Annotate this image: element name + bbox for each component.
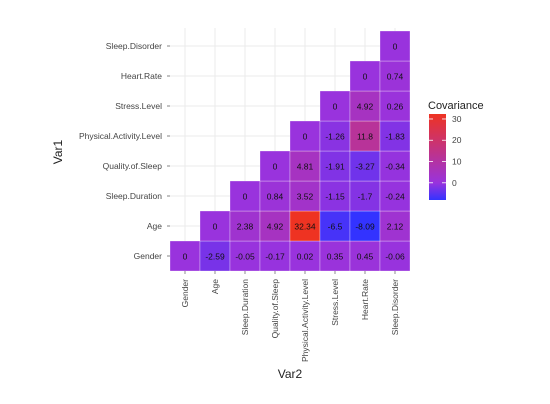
y-tick-label: Sleep.Duration (106, 191, 163, 201)
cell-value-label: -1.91 (325, 162, 345, 172)
legend-tick-label: 20 (452, 135, 462, 145)
x-tick-label: Physical.Activity.Level (300, 279, 310, 362)
heatmap-cell (259, 210, 291, 242)
cell-value-label: -1.7 (358, 192, 373, 202)
cell-value-label: -8.09 (355, 222, 375, 232)
heatmap-cell (319, 210, 351, 242)
x-tick-label: Stress.Level (330, 279, 340, 326)
heatmap-cell (379, 180, 411, 212)
cell-value-label: 0 (363, 72, 368, 82)
heatmap-cell (289, 120, 321, 152)
legend-colorbar (429, 114, 446, 200)
cell-value-label: 0.84 (267, 192, 284, 202)
cell-value-label: 0.02 (297, 252, 314, 262)
heatmap-cell (259, 240, 291, 272)
cell-value-label: -2.59 (205, 252, 225, 262)
heatmap-cell (259, 180, 291, 212)
x-tick-label: Sleep.Duration (240, 279, 250, 336)
x-axis-title: Var2 (278, 367, 303, 381)
heatmap-cell (349, 90, 381, 122)
legend-tick-label: 0 (452, 178, 457, 188)
x-tick-label: Heart.Rate (360, 279, 370, 320)
heatmap-cell (319, 90, 351, 122)
cell-value-label: -1.83 (385, 132, 405, 142)
cell-value-label: 4.92 (267, 222, 284, 232)
cell-value-label: 0.26 (387, 102, 404, 112)
legend-title: Covariance (428, 100, 484, 112)
cell-value-label: 0.74 (387, 72, 404, 82)
cell-value-label: 0 (333, 102, 338, 112)
heatmap-cell (319, 240, 351, 272)
cell-value-label: 0 (393, 42, 398, 52)
x-tick-label: Sleep.Disorder (390, 279, 400, 335)
y-tick-label: Age (147, 221, 162, 231)
heatmap-cell (229, 180, 261, 212)
y-tick-label: Sleep.Disorder (106, 41, 162, 51)
cell-value-label: 2.38 (237, 222, 254, 232)
y-tick-label: Physical.Activity.Level (79, 131, 162, 141)
cell-value-label: 4.81 (297, 162, 314, 172)
x-axis-ticks: Gender Age Sleep.Duration Quality.of.Sleep P… (180, 271, 400, 362)
heatmap-cell (259, 150, 291, 182)
legend-tick-label: 10 (452, 157, 462, 167)
cell-value-label: -0.17 (265, 252, 285, 262)
cell-value-label: 3.52 (297, 192, 314, 202)
cell-value-label: -1.15 (325, 192, 345, 202)
legend-ticks: 30 20 10 0 (429, 114, 462, 188)
heatmap-cells (169, 30, 411, 272)
heatmap-cell (379, 120, 411, 152)
heatmap-cell (319, 180, 351, 212)
cell-labels: 0 -2.59 -0.05 -0.17 0.02 0.35 0.45 -0.06 0 2.38 4.… (183, 42, 405, 262)
heatmap-cell (289, 240, 321, 272)
heatmap-cell (379, 210, 411, 242)
y-tick-label: Gender (134, 251, 163, 261)
cell-value-label: 0 (183, 252, 188, 262)
cell-value-label: -0.05 (235, 252, 255, 262)
heatmap-cell (289, 180, 321, 212)
heatmap-cell (349, 180, 381, 212)
heatmap-cell (319, 120, 351, 152)
cell-value-label: 0 (303, 132, 308, 142)
cell-value-label: -3.27 (355, 162, 375, 172)
legend: Covariance 30 20 10 0 (428, 100, 484, 200)
heatmap-cell (229, 210, 261, 242)
cell-value-label: 0 (213, 222, 218, 232)
heatmap-cell (289, 210, 321, 242)
heatmap-cell (349, 210, 381, 242)
cell-value-label: 2.12 (387, 222, 404, 232)
cell-value-label: 0 (273, 162, 278, 172)
x-tick-label: Quality.of.Sleep (270, 279, 280, 339)
legend-tick-label: 30 (452, 114, 462, 124)
x-tick-label: Age (210, 279, 220, 294)
heatmap-cell (379, 30, 411, 62)
cell-value-label: -6.5 (328, 222, 343, 232)
y-tick-label: Stress.Level (115, 101, 162, 111)
y-axis-ticks: Sleep.Disorder Heart.Rate Stress.Level Phys… (79, 41, 170, 261)
heatmap-cell (349, 60, 381, 92)
cell-value-label: 0.35 (327, 252, 344, 262)
heatmap-cell (379, 150, 411, 182)
cell-value-label: -0.06 (385, 252, 405, 262)
heatmap-cell (379, 60, 411, 92)
heatmap-cell (169, 240, 201, 272)
heatmap-cell (289, 150, 321, 182)
cell-value-label: -0.34 (385, 162, 405, 172)
cell-value-label: 0.45 (357, 252, 374, 262)
cell-value-label: 11.8 (357, 132, 373, 142)
y-tick-label: Heart.Rate (121, 71, 162, 81)
cell-value-label: -0.24 (385, 192, 405, 202)
cell-value-label: -1.26 (325, 132, 345, 142)
x-tick-label: Gender (180, 279, 190, 308)
y-tick-label: Quality.of.Sleep (103, 161, 163, 171)
cell-value-label: 32.34 (294, 222, 316, 232)
y-axis-title: Var1 (51, 139, 65, 164)
heatmap-cell (349, 240, 381, 272)
cell-value-label: 0 (243, 192, 248, 202)
heatmap-cell (199, 210, 231, 242)
cell-value-label: 4.92 (357, 102, 374, 112)
